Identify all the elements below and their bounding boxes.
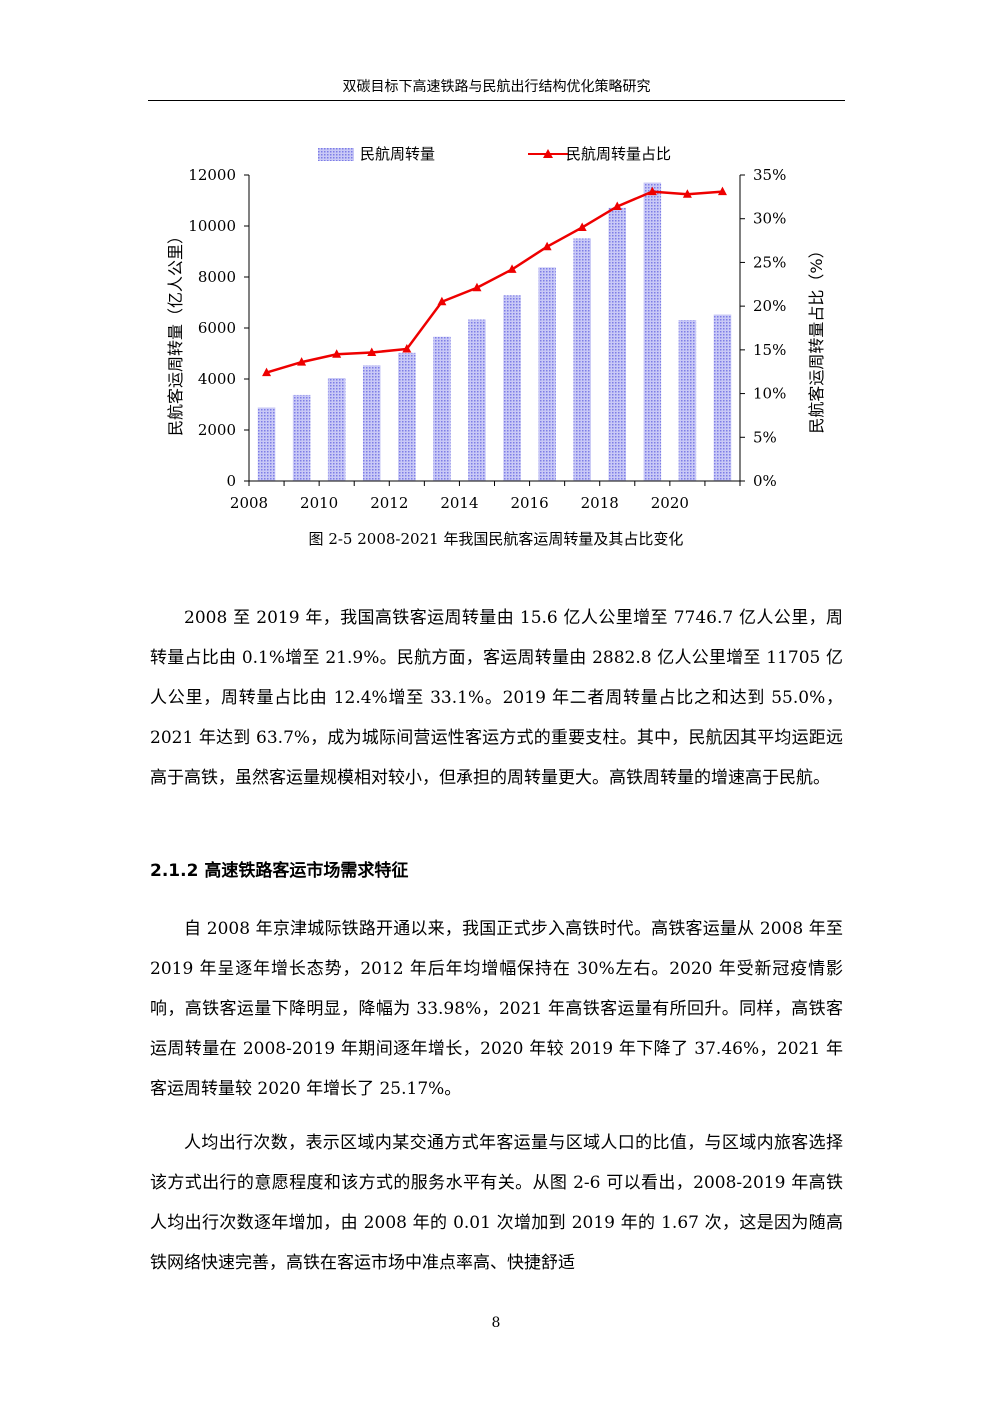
line-series [262, 186, 727, 377]
line-marker-2018 [612, 201, 622, 210]
bar-2019 [643, 182, 662, 481]
y-left-tick-label: 4000 [198, 370, 236, 388]
y-right-tick-label: 10% [753, 385, 786, 403]
bar-2014 [468, 319, 486, 481]
line-marker-2014 [472, 282, 482, 292]
line-marker-2021 [717, 186, 727, 196]
y-left-tick-label: 2000 [198, 421, 236, 439]
x-tick-label: 2020 [651, 494, 689, 512]
y-left-tick-label: 0 [226, 472, 236, 490]
legend-line-label: 民航周转量占比 [566, 145, 671, 163]
x-tick-label: 2008 [230, 494, 268, 512]
bar-2010 [327, 378, 346, 481]
y-right-tick-label: 35% [753, 166, 786, 184]
y-right-tick-label: 5% [753, 428, 777, 446]
x-tick-label: 2012 [370, 494, 408, 512]
paragraph-3: 人均出行次数，表示区域内某交通方式年客运量与区域人口的比值，与区域内旅客选择该方… [150, 1133, 843, 1273]
y-right-tick-label: 25% [753, 253, 786, 271]
y-right-tick-label: 0% [753, 472, 777, 490]
y-axis-right-title: 民航客运周转量占比（%） [807, 242, 826, 433]
y-left-tick-label: 12000 [188, 166, 236, 184]
line-marker-2017 [577, 222, 587, 231]
line-marker-2015 [507, 264, 517, 273]
line-path [266, 190, 723, 374]
bar-2018 [608, 207, 627, 481]
line-marker-2010 [332, 349, 342, 358]
page-number: 8 [491, 1315, 501, 1331]
x-tick-label: 2014 [440, 494, 478, 512]
paragraph-2: 自 2008 年京津城际铁路开通以来，我国正式步入高铁时代。高铁客运量从 200… [150, 919, 843, 1099]
x-tick-label: 2018 [581, 494, 619, 512]
bar-2008 [257, 407, 276, 481]
bar-series [257, 182, 732, 481]
legend-line-marker [543, 149, 553, 158]
y-left-tick-label: 8000 [198, 268, 236, 286]
x-tick-label: 2016 [510, 494, 548, 512]
chart-legend: 民航周转量 民航周转量占比 [318, 145, 671, 163]
y-right-tick-label: 20% [753, 297, 786, 315]
legend-bar-swatch [318, 148, 354, 161]
bar-2011 [362, 365, 381, 481]
chart-axes: 0 2000 4000 6000 8000 10000 12000 0% 5% 10% 15% 20%… [188, 166, 786, 512]
y-axis-left-title: 民航客运周转量（亿人公里） [166, 228, 185, 436]
paragraph-1: 2008 至 2019 年，我国高铁客运周转量由 15.6 亿人公里增至 774… [150, 608, 843, 788]
bar-2013 [433, 336, 451, 481]
line-marker-2019 [647, 186, 657, 196]
section-heading: 2.1.2 高速铁路客运市场需求特征 [150, 861, 409, 881]
running-header: 双碳目标下高速铁路与民航出行结构优化策略研究 [342, 79, 651, 95]
line-marker-2008 [262, 367, 272, 377]
bar-2016 [538, 267, 556, 481]
line-marker-2009 [297, 357, 307, 366]
bar-2021 [713, 314, 732, 481]
combo-chart: 民航周转量 民航周转量占比 0 2000 4000 6000 8000 10000 1200… [166, 145, 826, 512]
y-left-tick-label: 10000 [188, 217, 236, 235]
y-left-tick-label: 6000 [198, 319, 236, 337]
line-marker-2012 [402, 343, 412, 353]
bar-2017 [573, 238, 591, 481]
bar-2015 [503, 295, 521, 481]
x-tick-label: 2010 [300, 494, 338, 512]
y-right-tick-label: 30% [753, 210, 786, 228]
line-marker-2016 [542, 241, 552, 251]
figure-caption: 图 2-5 2008-2021 年我国民航客运周转量及其占比变化 [308, 530, 684, 548]
line-marker-2013 [437, 296, 447, 306]
header-rule [148, 100, 845, 101]
line-marker-2011 [367, 347, 377, 356]
bar-2009 [292, 394, 311, 481]
legend-bar-label: 民航周转量 [360, 145, 435, 163]
bar-2012 [398, 352, 416, 481]
bar-2020 [678, 320, 697, 481]
line-marker-2020 [682, 189, 692, 198]
y-right-tick-label: 15% [753, 341, 786, 359]
